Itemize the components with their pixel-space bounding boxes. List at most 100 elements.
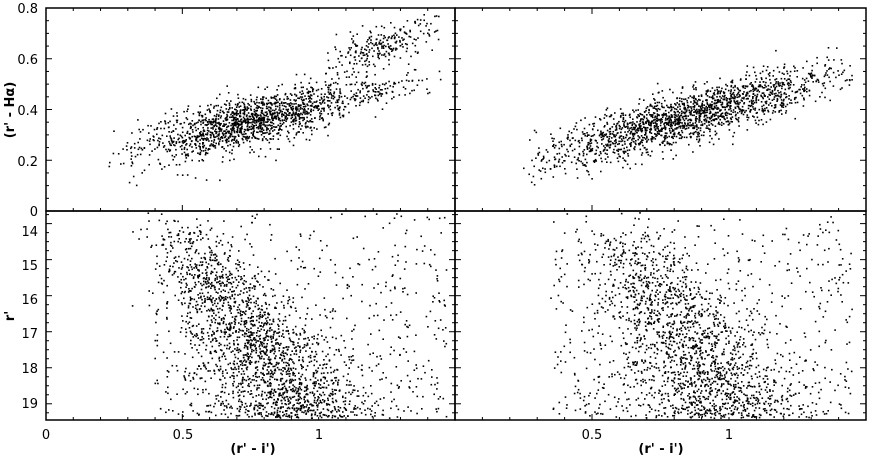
scatter-point bbox=[675, 118, 678, 120]
scatter-point bbox=[679, 119, 682, 121]
scatter-point bbox=[621, 138, 623, 140]
scatter-point bbox=[285, 395, 288, 398]
scatter-point bbox=[320, 378, 322, 381]
scatter-point bbox=[309, 347, 311, 349]
scatter-point bbox=[397, 408, 400, 411]
scatter-point bbox=[716, 101, 719, 104]
scatter-point bbox=[752, 108, 755, 110]
scatter-point bbox=[215, 351, 218, 353]
scatter-point bbox=[232, 119, 235, 122]
scatter-point bbox=[305, 412, 308, 414]
scatter-point bbox=[319, 112, 321, 114]
scatter-point bbox=[328, 106, 330, 109]
scatter-point bbox=[674, 118, 676, 121]
scatter-point bbox=[283, 355, 286, 358]
scatter-point bbox=[212, 143, 214, 146]
scatter-point bbox=[411, 42, 414, 45]
scatter-point bbox=[306, 111, 309, 114]
scatter-point bbox=[313, 355, 315, 358]
scatter-point bbox=[178, 163, 181, 166]
scatter-point bbox=[183, 146, 186, 149]
scatter-point bbox=[316, 404, 318, 407]
scatter-point bbox=[752, 88, 754, 91]
scatter-point bbox=[678, 123, 680, 125]
scatter-point bbox=[185, 143, 188, 145]
scatter-point bbox=[786, 70, 788, 73]
scatter-point bbox=[598, 154, 601, 157]
scatter-point bbox=[747, 92, 749, 95]
scatter-point bbox=[238, 135, 240, 137]
scatter-point bbox=[344, 346, 347, 349]
scatter-point bbox=[769, 102, 772, 104]
scatter-point bbox=[693, 104, 696, 107]
scatter-point bbox=[230, 131, 233, 133]
scatter-point bbox=[592, 128, 594, 131]
scatter-point bbox=[617, 132, 619, 134]
scatter-point bbox=[275, 362, 278, 364]
scatter-point bbox=[301, 296, 303, 299]
scatter-point bbox=[338, 109, 341, 112]
scatter-point bbox=[332, 382, 335, 384]
scatter-point bbox=[219, 123, 221, 125]
scatter-point bbox=[250, 108, 252, 110]
scatter-point bbox=[205, 388, 207, 391]
scatter-point bbox=[258, 321, 260, 324]
scatter-point bbox=[719, 77, 721, 80]
scatter-point bbox=[239, 111, 241, 113]
scatter-point bbox=[232, 392, 234, 395]
scatter-point bbox=[278, 320, 281, 322]
scatter-point bbox=[231, 273, 233, 276]
scatter-point bbox=[754, 71, 756, 74]
scatter-point bbox=[263, 322, 265, 325]
scatter-point bbox=[649, 121, 651, 124]
scatter-point bbox=[349, 62, 351, 65]
scatter-point bbox=[683, 103, 685, 106]
scatter-point bbox=[214, 337, 216, 339]
scatter-point bbox=[273, 95, 276, 98]
scatter-point bbox=[398, 94, 401, 96]
scatter-point bbox=[231, 374, 233, 377]
scatter-point bbox=[717, 100, 719, 103]
scatter-point bbox=[219, 179, 221, 182]
scatter-point bbox=[175, 141, 178, 143]
scatter-point bbox=[732, 143, 734, 146]
scatter-point bbox=[318, 386, 320, 389]
scatter-point bbox=[271, 104, 273, 106]
scatter-point bbox=[625, 134, 628, 137]
scatter-point bbox=[741, 97, 743, 99]
scatter-point bbox=[202, 159, 205, 162]
scatter-point bbox=[733, 94, 736, 96]
scatter-point bbox=[817, 81, 820, 83]
scatter-point bbox=[277, 124, 279, 127]
scatter-point bbox=[226, 296, 229, 299]
scatter-point bbox=[699, 113, 702, 116]
scatter-point bbox=[783, 98, 785, 101]
scatter-point bbox=[639, 142, 641, 144]
scatter-point bbox=[269, 382, 272, 384]
scatter-point bbox=[665, 115, 668, 117]
scatter-point bbox=[758, 108, 761, 111]
scatter-point bbox=[297, 387, 299, 390]
scatter-point bbox=[617, 160, 620, 163]
scatter-point bbox=[674, 116, 676, 119]
scatter-point bbox=[306, 393, 309, 396]
scatter-point bbox=[652, 114, 654, 116]
scatter-point bbox=[307, 91, 310, 93]
scatter-point bbox=[663, 140, 666, 142]
scatter-point bbox=[342, 411, 344, 413]
scatter-point bbox=[344, 95, 346, 97]
scatter-point bbox=[347, 103, 350, 105]
scatter-point bbox=[391, 35, 393, 37]
scatter-point bbox=[148, 154, 151, 156]
scatter-point bbox=[719, 92, 721, 95]
scatter-point bbox=[233, 380, 235, 383]
scatter-point bbox=[417, 37, 419, 39]
scatter-point bbox=[297, 390, 299, 392]
scatter-point bbox=[678, 125, 680, 128]
scatter-point bbox=[338, 107, 341, 109]
scatter-point bbox=[609, 133, 612, 135]
scatter-point bbox=[257, 304, 259, 307]
scatter-point bbox=[723, 92, 725, 95]
scatter-point bbox=[331, 95, 333, 97]
scatter-point bbox=[270, 96, 272, 99]
